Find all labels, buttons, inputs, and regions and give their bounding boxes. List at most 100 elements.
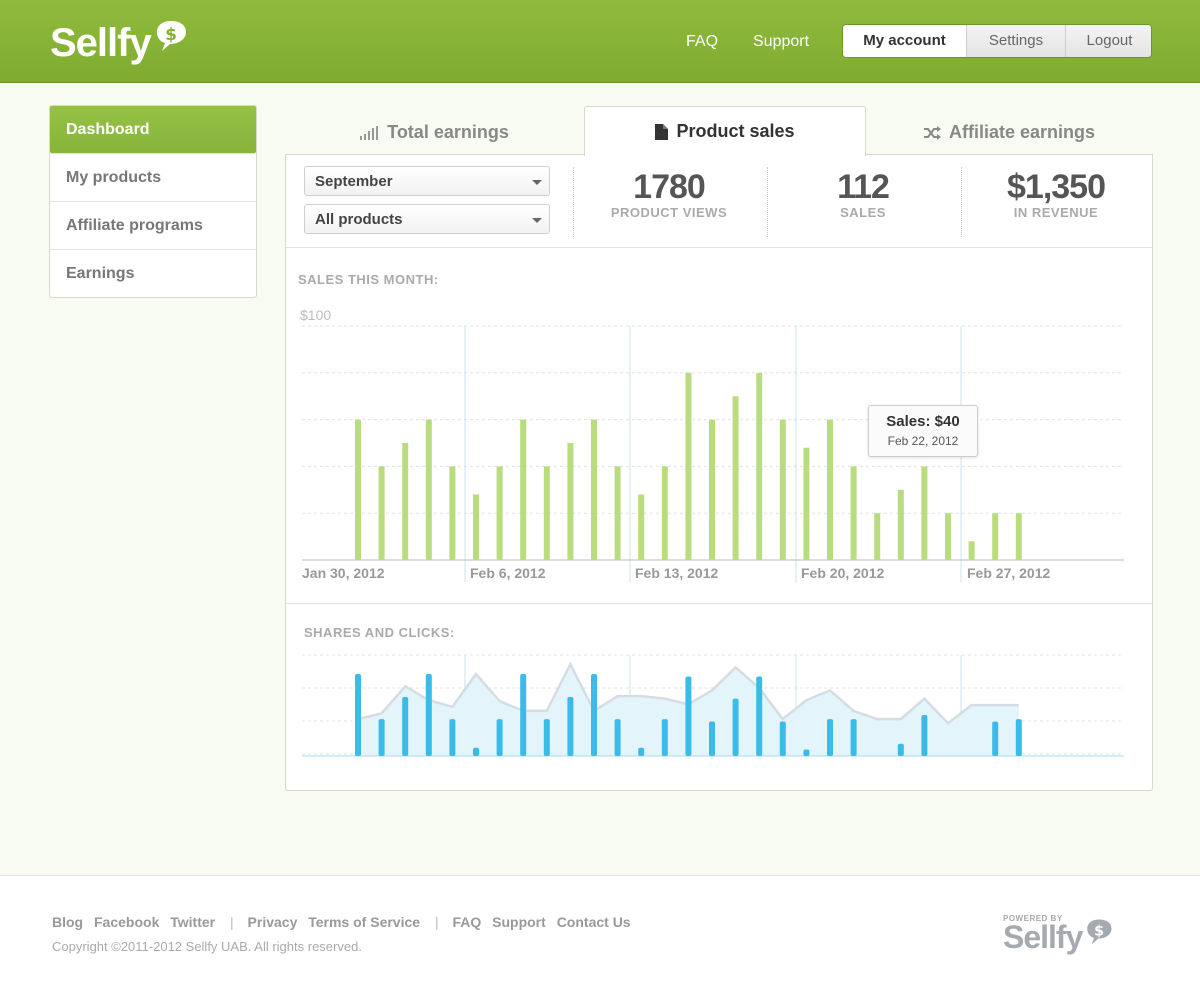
shares-bar [850,719,857,756]
sales-bar [402,443,409,560]
sales-bar [449,466,456,560]
shares-bar [685,676,692,756]
shares-bar [473,747,479,756]
shares-bar [496,719,503,756]
shares-clicks-chart [302,654,1124,757]
x-tick-label: Feb 20, 2012 [801,565,885,581]
sales-bar [496,466,503,560]
shares-bar [661,719,668,756]
powered-by-logo[interactable]: POWERED BY Sellfy $ [1003,914,1114,956]
sales-bar [685,372,692,560]
shares-bar [378,719,385,756]
footer-separator: | [230,914,234,930]
product-sales-panel: September All products 1780 PRODUCT VIEW… [285,154,1153,791]
sales-bar [945,513,951,560]
month-select-value: September [315,173,393,190]
divider [286,247,1152,248]
sales-bar [803,447,810,560]
sales-bar [992,513,999,560]
chevron-down-icon [532,218,542,223]
shares-bar [425,674,432,756]
stat-label: SALES [840,205,886,220]
divider [573,167,574,237]
sales-bar [897,489,904,560]
footer-link-blog[interactable]: Blog [52,914,84,930]
shares-bar [897,743,904,756]
sales-bar [732,396,739,560]
tab-product-sales[interactable]: Product sales [584,106,866,156]
shares-bar [355,674,361,756]
stat-sales: 112 SALES [766,165,960,220]
settings-button[interactable]: Settings [967,25,1066,57]
footer-separator: | [434,914,439,930]
sales-bar [850,466,857,560]
shares-bar [732,698,739,756]
sidebar-item-my-products[interactable]: My products [50,153,256,201]
sales-bar [709,419,715,560]
tab-label: Total earnings [387,122,509,142]
shares-bar [827,719,833,756]
sales-bar [921,466,928,560]
footer-link-terms[interactable]: Terms of Service [308,914,421,930]
logout-button[interactable]: Logout [1066,25,1151,57]
stat-revenue: $1,350 IN REVENUE [959,165,1153,220]
footer-link-faq[interactable]: FAQ [452,914,482,930]
sales-bar [520,419,527,560]
document-icon [655,124,669,141]
copyright-text: Copyright ©2011-2012 Sellfy UAB. All rig… [52,939,362,954]
shares-bar [992,721,999,756]
sales-bar [614,466,621,560]
my-account-button[interactable]: My account [843,25,967,57]
sidebar-item-affiliate-programs[interactable]: Affiliate programs [50,201,256,249]
x-tick-label: Jan 30, 2012 [302,565,385,581]
shares-bar [402,696,409,756]
sidebar-nav: Dashboard My products Affiliate programs… [49,105,257,298]
sales-bar [378,466,385,560]
shares-bar [567,696,574,756]
sales-bar [567,443,574,560]
stat-product-views: 1780 PRODUCT VIEWS [572,165,766,220]
footer-link-contact[interactable]: Contact Us [556,914,631,930]
x-tick-label: Feb 13, 2012 [635,565,719,581]
sales-section-title: SALES THIS MONTH: [298,272,439,287]
footer: Blog Facebook Twitter | Privacy Terms of… [0,875,1200,992]
tab-affiliate-earnings[interactable]: Affiliate earnings [866,106,1152,154]
sales-bar [874,513,881,560]
shares-bar [543,719,550,756]
stat-label: IN REVENUE [1013,205,1099,220]
stat-label: PRODUCT VIEWS [610,205,728,220]
dollar-bubble-icon: $ [1087,919,1112,944]
tooltip-title: Sales: $40 [886,413,960,430]
footer-links: Blog Facebook Twitter | Privacy Terms of… [52,914,638,930]
logo-text: Sellfy [50,20,152,65]
sales-bar [827,419,833,560]
shares-bar [756,676,763,756]
footer-link-privacy[interactable]: Privacy [247,914,298,930]
tab-total-earnings[interactable]: Total earnings [286,106,582,154]
divider [767,167,768,237]
products-select[interactable]: All products [304,204,550,234]
month-select[interactable]: September [304,166,550,196]
shares-bar [449,719,456,756]
stat-value: 112 [837,168,890,206]
shares-bar [709,721,715,756]
sidebar-item-earnings[interactable]: Earnings [50,249,256,297]
sales-bar-chart [302,325,1124,582]
stat-value: 1780 [633,168,706,206]
nav-support-link[interactable]: Support [753,33,810,50]
footer-link-support[interactable]: Support [492,914,546,930]
sales-bar [355,419,361,560]
x-tick-label: Feb 27, 2012 [967,565,1051,581]
account-button-group: My account Settings Logout [842,24,1152,58]
shares-bar [638,747,645,756]
sidebar-item-dashboard[interactable]: Dashboard [50,106,256,153]
sales-bar [1015,513,1022,560]
sellfy-logo[interactable]: Sellfy $ [50,18,189,68]
sales-bar [473,494,479,560]
tab-label: Product sales [676,121,795,141]
footer-link-twitter[interactable]: Twitter [170,914,216,930]
sales-bar [638,494,645,560]
footer-link-facebook[interactable]: Facebook [94,914,160,930]
stat-value: $1,350 [1007,168,1106,206]
nav-faq-link[interactable]: FAQ [686,33,719,50]
